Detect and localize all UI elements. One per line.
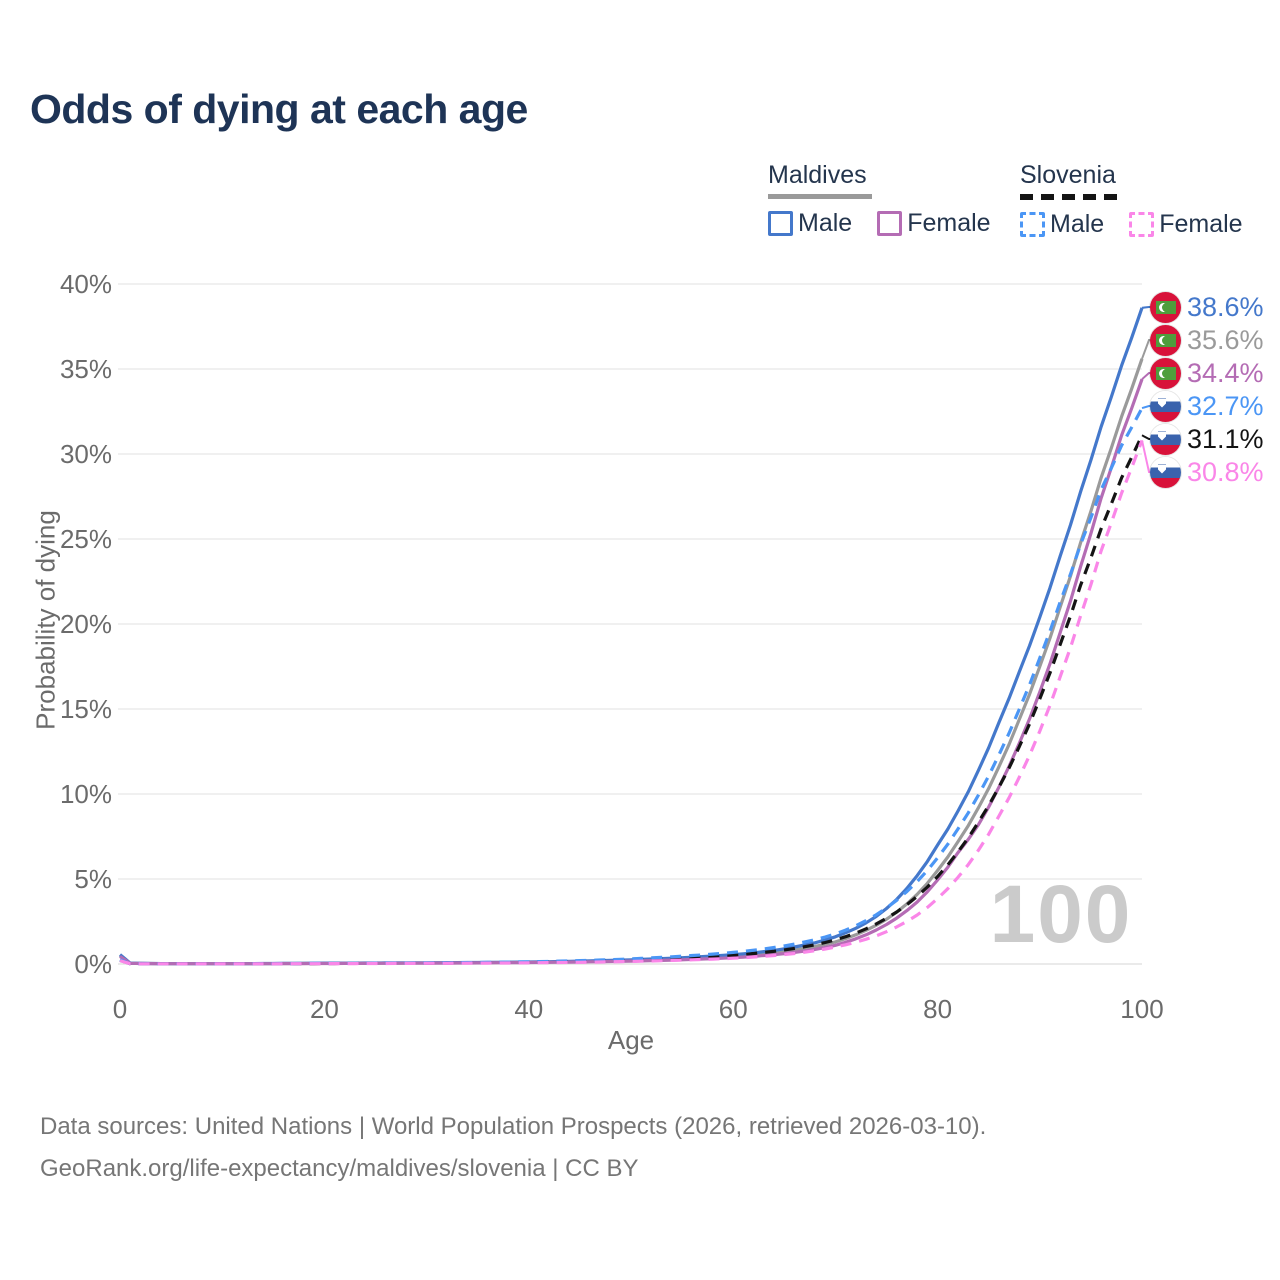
maldives-female-swatch-icon [877,211,903,236]
y-tick-label: 0% [74,949,112,979]
legend-item-maldives-female[interactable]: Female [877,209,991,238]
y-tick-label: 30% [60,439,112,469]
end-value-label: 32.7% [1187,391,1264,421]
end-label-maldives-male: 38.6% [1150,291,1264,323]
end-value-label: 38.6% [1187,292,1264,322]
maldives-flag-icon [1150,291,1181,323]
series-line-maldives-male [118,307,1144,966]
legend-country-maldives: Maldives [768,161,867,189]
end-label-slovenia-both-sexes: 31.1% [1150,423,1264,455]
legend-group-maldives: Maldives Male Female [768,161,991,238]
slovenia-line-style-swatch [1020,194,1118,200]
x-axis: 0 20 40 60 80 100 Age [113,994,1164,1055]
slovenia-female-swatch-icon [1129,212,1155,237]
legend-country-slovenia: Slovenia [1020,161,1116,189]
data-source-note: Data sources: United Nations | World Pop… [40,1106,986,1190]
end-label-slovenia-female: 30.8% [1150,456,1264,488]
legend-item-slovenia-male[interactable]: Male [1020,210,1104,239]
slovenia-flag-icon [1150,390,1181,422]
x-axis-title: Age [608,1025,654,1055]
slovenia-male-swatch-icon [1020,212,1045,237]
x-tick-label: 60 [719,994,748,1024]
x-tick-label: 40 [514,994,543,1024]
x-tick-label: 80 [923,994,952,1024]
slovenia-flag-icon [1150,456,1181,488]
footer-line-1: Data sources: United Nations | World Pop… [40,1113,987,1140]
legend-group-slovenia: Slovenia Male Female [1020,161,1243,239]
end-value-label: 30.8% [1187,457,1264,487]
end-value-label: 31.1% [1187,424,1264,454]
age-counter-watermark: 100 [989,869,1133,960]
legend-label: Female [1159,210,1243,238]
end-value-label: 35.6% [1187,325,1264,355]
legend-item-slovenia-female[interactable]: Female [1129,210,1243,239]
y-tick-label: 35% [60,354,112,384]
y-tick-label: 15% [60,694,112,724]
maldives-male-swatch-icon [768,211,793,236]
y-tick-label: 5% [74,864,112,894]
x-tick-label: 0 [113,994,127,1024]
series-line-slovenia-male [119,407,1144,966]
x-tick-label: 20 [310,994,339,1024]
gridlines: 0% 5% 10% 15% 20% 25% 30% 35% 40% [60,269,1142,979]
series-line-slovenia-female [119,439,1144,966]
series-line-slovenia-both-sexes [119,434,1144,966]
maldives-flag-icon [1150,324,1181,356]
legend-label: Male [798,209,853,237]
end-label-slovenia-male: 32.7% [1150,390,1264,422]
maldives-line-style-swatch [768,194,872,199]
end-label-maldives-both-sexes: 35.6% [1150,324,1264,356]
page-title: Odds of dying at each age [30,86,528,132]
maldives-flag-icon [1150,357,1181,389]
y-tick-label: 20% [60,609,112,639]
end-label-maldives-female: 34.4% [1150,357,1264,389]
footer-line-2: GeoRank.org/life-expectancy/maldives/slo… [40,1155,639,1182]
end-value-label: 34.4% [1187,358,1264,388]
y-tick-label: 10% [60,779,112,809]
x-tick-label: 100 [1120,994,1163,1024]
legend-item-maldives-male[interactable]: Male [768,209,852,238]
slovenia-flag-icon [1150,423,1181,455]
legend-label: Female [907,209,991,237]
y-tick-label: 40% [60,269,112,299]
y-axis-title: Probability of dying [30,510,61,730]
legend-label: Male [1050,210,1105,238]
y-tick-label: 25% [60,524,112,554]
